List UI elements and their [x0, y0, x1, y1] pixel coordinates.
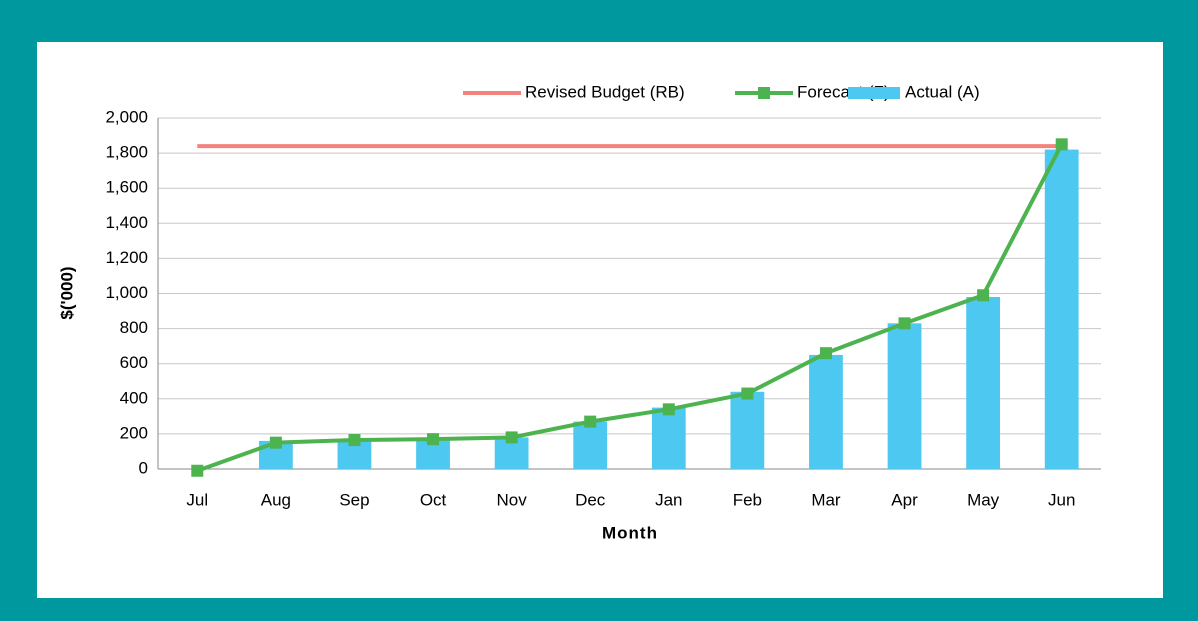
x-tick-label: Oct [420, 490, 447, 509]
x-tick-label: Jan [655, 490, 682, 509]
x-tick-label: Dec [575, 490, 606, 509]
marker [505, 431, 518, 444]
marker [977, 289, 990, 302]
bar [809, 354, 843, 469]
x-tick-label: Sep [339, 490, 369, 509]
x-tick-label: Mar [811, 490, 841, 509]
y-tick-label: 800 [120, 318, 148, 337]
marker [269, 436, 282, 449]
x-tick-label: Jul [186, 490, 208, 509]
y-tick-label: 1,400 [105, 213, 148, 232]
bar [573, 421, 608, 469]
y-tick-label: 1,200 [105, 248, 148, 267]
x-tick-label: Aug [261, 490, 291, 509]
x-tick-label: Nov [497, 490, 528, 509]
y-tick-label: 0 [139, 458, 148, 477]
bar [730, 391, 765, 469]
legend-marker [758, 87, 770, 99]
y-tick-label: 2,000 [105, 107, 148, 126]
marker [1055, 138, 1068, 151]
x-tick-label: Feb [733, 490, 762, 509]
y-tick-label: 1,000 [105, 283, 148, 302]
y-tick-label: 1,800 [105, 143, 148, 162]
y-tick-label: 1,600 [105, 178, 148, 197]
line [196, 143, 1064, 473]
x-tick-label: Apr [891, 490, 918, 509]
y-tick-label: 600 [120, 353, 148, 372]
marker [662, 403, 675, 416]
bar [966, 297, 1001, 469]
bar [1044, 149, 1079, 469]
legend-swatch [848, 87, 900, 99]
y-tick-label: 200 [120, 423, 148, 442]
y-tick-label: 400 [120, 388, 148, 407]
y-axis-label: $('000) [57, 266, 76, 319]
bar [887, 323, 922, 469]
marker [819, 347, 832, 360]
marker [741, 387, 754, 400]
x-axis-label: Month [602, 523, 658, 542]
marker [348, 434, 361, 447]
x-tick-label: May [967, 490, 1000, 509]
legend-label: Actual (A) [905, 82, 980, 101]
x-tick-label: Jun [1048, 490, 1075, 509]
legend-label: Revised Budget (RB) [525, 82, 685, 101]
marker [584, 415, 597, 428]
marker [191, 464, 204, 477]
marker [898, 317, 911, 330]
bar [651, 407, 686, 469]
marker [427, 433, 440, 446]
